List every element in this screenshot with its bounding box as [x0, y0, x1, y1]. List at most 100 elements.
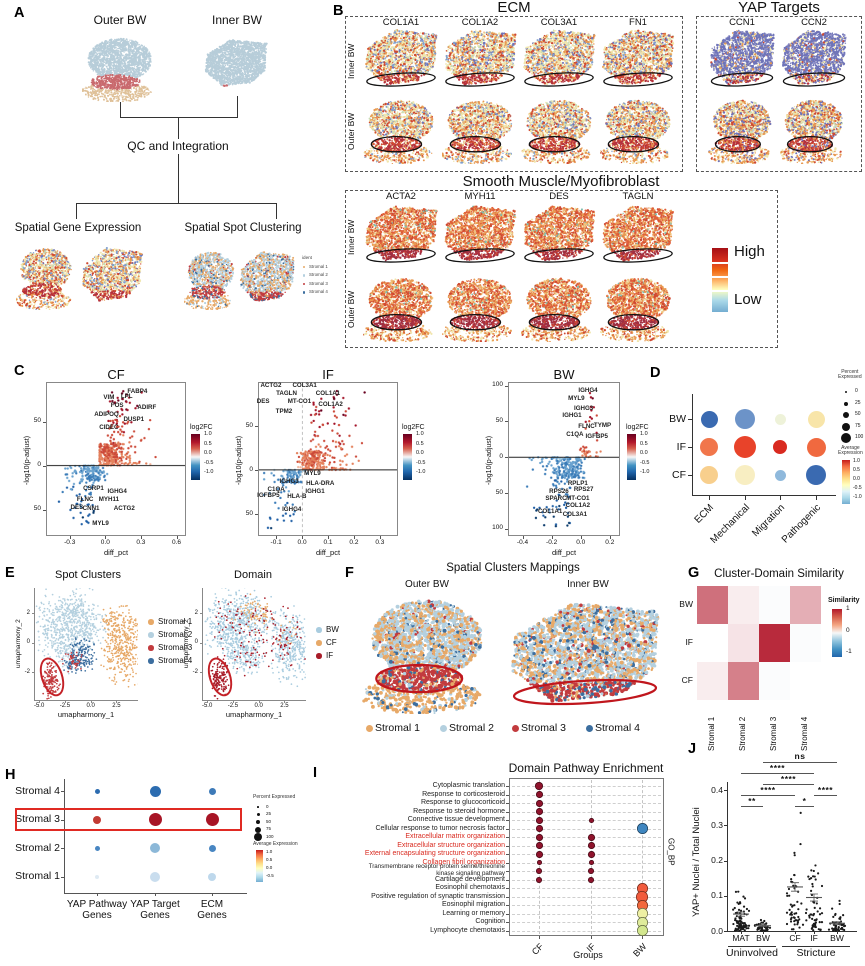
go-term: Response to steroid hormone: [413, 807, 505, 815]
legend-gradient: [191, 434, 200, 480]
legend-title: log2FC: [626, 424, 649, 431]
d-dot: [735, 465, 755, 485]
legend-label: 50: [855, 411, 861, 417]
panel-d-label: D: [650, 365, 661, 381]
spatial-feature-map: [780, 98, 848, 164]
y-tick-label: 0.0: [711, 925, 723, 936]
sig-bar: [814, 795, 837, 796]
colorbar-low-label: Low: [734, 291, 762, 308]
x-axis-label: diff_pct: [103, 548, 129, 557]
d-dot: [700, 438, 718, 456]
connector-line: [120, 102, 122, 117]
x-tick-label: 0.1: [323, 539, 333, 546]
groups-axis-label: Groups: [573, 950, 603, 960]
enrichment-dot: [535, 791, 543, 799]
group-tick-label: CF: [529, 941, 546, 957]
h-col-label: YAP Target Genes: [130, 899, 180, 922]
legend-label: -0.5: [640, 459, 650, 466]
h-row-label: Stromal 1: [15, 870, 60, 882]
panel-a-label: A: [14, 5, 25, 21]
tick: [258, 700, 260, 703]
legend-label: -1.0: [853, 494, 862, 500]
connector-line: [76, 203, 278, 205]
gene-callout: ADIRF: [137, 404, 157, 412]
tick: [688, 475, 692, 477]
y-tick-label: 0.4: [711, 784, 723, 795]
tick: [551, 536, 553, 539]
x-tick-label: 0.3: [375, 539, 385, 546]
x-tick-label: -5.0: [201, 703, 213, 709]
gene-title: COL3A1: [540, 17, 578, 28]
d-row-label: BW: [669, 412, 686, 425]
legend-label: 1.0: [204, 431, 212, 437]
gene-callout: DES: [70, 503, 84, 511]
tick: [506, 913, 509, 915]
colorbar-tick: [712, 262, 728, 264]
tick: [61, 848, 64, 850]
gene-callout: IGHG3: [279, 478, 299, 486]
heatmap-cell: [697, 662, 728, 700]
gene-title: TAGLN: [622, 191, 654, 202]
gridline: [512, 837, 661, 839]
legend-dot: [844, 401, 848, 406]
legend-gradient: [403, 434, 412, 480]
go-term: Cytoplasmic translation: [432, 782, 505, 789]
x-tick-label: 2.5: [280, 703, 289, 709]
gene-title: DES: [549, 191, 569, 202]
go-term: Response to glucocorticoid: [420, 799, 505, 807]
sig-label: ****: [760, 784, 776, 795]
legend-label: Stromal 4: [158, 655, 193, 665]
yap-targets-group-title: YAP Targets: [738, 0, 820, 16]
tick: [31, 672, 34, 673]
colorbar-high-label: High: [734, 243, 765, 260]
panel-g-title: Cluster-Domain Similarity: [714, 568, 844, 580]
x-tick-label: -0.3: [64, 539, 76, 546]
y-tick-label: 50: [245, 421, 253, 429]
gridline: [512, 794, 661, 796]
legend-swatch: [365, 724, 373, 732]
legend-label: 0.5: [266, 857, 273, 862]
panel-f-title: Spatial Clusters Mappings: [446, 562, 580, 574]
spatial-feature-map: [600, 204, 676, 270]
y-g-col-label: Stromal 1: [706, 716, 716, 752]
spatial-feature-map: [708, 98, 776, 164]
tick: [505, 421, 508, 423]
connector-line: [34, 700, 138, 702]
enrichment-dot: [636, 890, 648, 903]
h-dot: [95, 874, 99, 879]
enrichment-dot: [588, 868, 594, 875]
legend-title: Percent Expressed: [253, 794, 296, 800]
legend-swatch: [148, 632, 154, 638]
y-b-row-label: Inner BW: [346, 43, 356, 79]
volcano-canvas: [508, 382, 620, 536]
gene-callout: MYL9: [92, 519, 109, 527]
tick: [506, 879, 509, 881]
tick: [155, 893, 157, 896]
gene-title: MYH11: [464, 191, 496, 202]
legend-label: 1.0: [266, 849, 273, 854]
panel-b-dashed-box: [696, 16, 862, 172]
go-term: External encapsulating structure organiz…: [364, 850, 505, 858]
heatmap-cell: [790, 586, 821, 624]
tick: [232, 700, 234, 703]
x-tick-label: 0.0: [100, 539, 110, 546]
gene-callout: ACTG2: [113, 504, 135, 512]
y-tick-label: 50: [33, 417, 41, 425]
h-dot: [93, 815, 101, 824]
gene-callout: IGHG1: [562, 411, 582, 419]
heatmap-cell: [790, 624, 821, 662]
enrichment-dot: [636, 823, 648, 835]
legend-label: -1.0: [204, 469, 214, 476]
tick: [763, 931, 764, 934]
gene-callout: SPARC: [545, 494, 567, 502]
legend-label: 0.5: [853, 467, 860, 473]
tick: [591, 936, 592, 939]
legend-label: -1: [846, 648, 852, 655]
gene-callout: COL3A1: [292, 382, 317, 390]
gridline: [512, 845, 661, 847]
gene-callout: CIDEC: [99, 423, 119, 431]
y-tick-label: 50: [33, 505, 41, 513]
legend-label: 0: [855, 388, 858, 394]
tick: [506, 922, 509, 924]
legend-title: Similarity: [828, 597, 860, 604]
